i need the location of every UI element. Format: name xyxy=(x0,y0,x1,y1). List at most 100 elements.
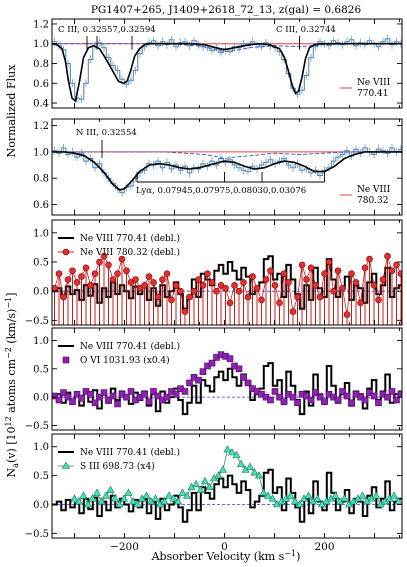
y-tick-label: 1.0 xyxy=(33,228,49,239)
na-point-square xyxy=(397,390,402,398)
na-point-circle xyxy=(397,270,402,277)
panel-plot-area xyxy=(52,143,402,197)
na-point-circle xyxy=(150,279,157,286)
na-point-triangle xyxy=(173,497,183,505)
x-tick-label: 200 xyxy=(314,541,334,553)
panel-frame xyxy=(51,433,403,539)
y-tick-label: −0.5 xyxy=(25,316,49,327)
na-point-circle xyxy=(168,296,175,304)
na-point-triangle xyxy=(313,494,322,502)
na-point-triangle xyxy=(268,494,277,502)
na-point-triangle xyxy=(223,445,232,453)
na-point-square xyxy=(127,388,135,395)
na-point-circle xyxy=(204,270,211,277)
na-point-circle xyxy=(375,296,382,304)
na-point-triangle xyxy=(290,497,300,505)
na-point-triangle xyxy=(151,494,160,502)
na-point-circle xyxy=(163,270,171,277)
na-point-circle xyxy=(348,270,355,277)
na-point-triangle xyxy=(88,494,97,502)
na-point-circle xyxy=(123,267,130,275)
panel-plot-area xyxy=(52,445,402,523)
na-point-circle xyxy=(109,276,117,283)
na-point-square xyxy=(172,390,180,398)
total-model-line xyxy=(52,151,402,191)
na-point-square xyxy=(280,398,288,405)
y-tick-label: 0.0 xyxy=(33,500,49,511)
na-point-circle xyxy=(249,273,256,280)
na-point-circle xyxy=(91,270,99,277)
na-point-triangle xyxy=(304,491,313,499)
na-point-circle xyxy=(262,276,270,283)
y-tick-label: 0.8 xyxy=(33,174,49,185)
na-point-square xyxy=(195,376,202,384)
y-tick-label: 0.0 xyxy=(33,287,49,298)
na-point-circle xyxy=(343,311,351,318)
legend-label: Ne VIII 770.41 (debl.) xyxy=(80,341,180,352)
annotation-label: N III, 0.32554 xyxy=(76,128,137,138)
na-point-square xyxy=(52,392,58,400)
na-point-triangle xyxy=(245,462,255,470)
na-point-square xyxy=(316,393,324,401)
na-point-circle xyxy=(307,264,315,272)
na-point-circle xyxy=(195,276,202,283)
na-point-circle xyxy=(276,299,283,307)
na-point-square xyxy=(105,396,112,404)
na-point-circle xyxy=(289,308,297,315)
annotation-label: C III, 0.32744 xyxy=(276,25,336,35)
na-point-square xyxy=(321,398,328,405)
na-point-square xyxy=(267,396,274,404)
na-point-circle xyxy=(325,258,333,266)
na-point-square xyxy=(375,399,382,407)
na-point-triangle xyxy=(295,500,304,508)
na-point-circle xyxy=(352,279,360,286)
na-point-square xyxy=(334,396,342,404)
na-point-circle xyxy=(222,284,229,292)
na-point-triangle xyxy=(236,459,246,467)
na-point-circle xyxy=(177,287,184,295)
na-point-triangle xyxy=(371,491,381,499)
na-point-triangle xyxy=(128,497,138,505)
y-tick-label: 1.0 xyxy=(33,442,49,453)
na-point-circle xyxy=(235,287,243,295)
na-point-triangle xyxy=(200,476,210,485)
na-point-square xyxy=(244,379,252,387)
total-model-line xyxy=(52,42,402,103)
na-point-triangle xyxy=(250,468,259,476)
x-tick-labels: −200 0 200 xyxy=(110,541,334,553)
legend-label: O VI 1031.93 (x0.4) xyxy=(80,355,170,366)
legend-label: 780.32 xyxy=(357,196,389,206)
legend-label: Ne VIII 770.41 (debl.) xyxy=(80,233,180,244)
y-tick-label: 0.6 xyxy=(33,79,49,90)
y-tick-label: 1.2 xyxy=(33,19,49,30)
na-point-triangle xyxy=(227,448,237,456)
na-point-circle xyxy=(118,255,126,263)
na-point-circle xyxy=(361,264,369,272)
na-point-circle xyxy=(141,282,148,289)
na-point-triangle xyxy=(205,482,214,490)
panel-flux-780: N III, 0.32554 Lyα, 0.07945,0.07975,0.080… xyxy=(33,118,403,216)
na-point-square xyxy=(100,389,108,396)
na-point-circle xyxy=(208,279,216,286)
na-point-circle xyxy=(100,252,108,260)
na-point-square xyxy=(163,393,171,401)
legend-marker xyxy=(62,248,70,256)
y-tick-label: −0.5 xyxy=(25,529,49,540)
y-tick-label: 0.5 xyxy=(33,258,49,269)
na-point-circle xyxy=(226,299,234,307)
na-point-triangle xyxy=(178,488,187,496)
na-point-square xyxy=(208,359,216,367)
na-point-circle xyxy=(370,282,378,289)
na-point-circle xyxy=(393,261,400,269)
na-point-circle xyxy=(366,255,373,263)
na-point-square xyxy=(141,390,148,398)
na-point-square xyxy=(64,393,72,401)
na-point-triangle xyxy=(196,485,205,493)
na-point-triangle xyxy=(119,494,129,502)
legend-label: Ne VIII xyxy=(357,185,391,195)
panel-flux-770: C III, 0.32557,0.32594 C III, 0.32744 Ne V… xyxy=(33,18,403,110)
panel-plot-area xyxy=(52,351,402,416)
na-point-circle xyxy=(213,287,220,295)
na-point-square xyxy=(307,396,315,404)
